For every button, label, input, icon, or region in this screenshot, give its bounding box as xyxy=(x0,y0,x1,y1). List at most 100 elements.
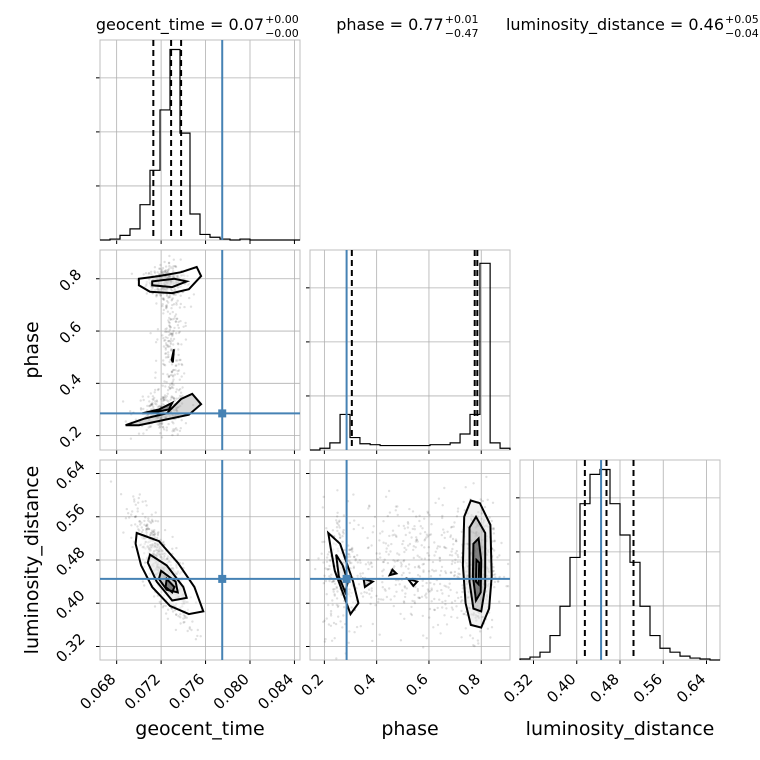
sample-point xyxy=(130,272,134,275)
sample-point xyxy=(137,501,140,504)
sample-point xyxy=(438,545,442,548)
y-tick-label: 0.64 xyxy=(52,457,88,493)
sample-point xyxy=(147,527,151,531)
sample-point xyxy=(460,636,463,639)
sample-point xyxy=(450,601,454,604)
sample-point xyxy=(147,272,150,275)
sample-point xyxy=(159,567,162,570)
sample-point xyxy=(410,536,413,539)
sample-point xyxy=(370,544,373,547)
sample-point xyxy=(450,525,454,529)
contour-line xyxy=(468,514,487,613)
sample-point xyxy=(156,288,159,291)
sample-point xyxy=(330,573,333,576)
sample-point xyxy=(368,592,371,596)
sample-point xyxy=(169,275,172,278)
sample-point xyxy=(158,423,161,427)
sample-point xyxy=(339,566,342,570)
sample-point xyxy=(154,359,158,362)
sample-point xyxy=(391,534,394,537)
sample-point xyxy=(124,517,128,520)
sample-point xyxy=(427,590,430,593)
sample-point xyxy=(479,498,482,501)
sample-point xyxy=(342,514,346,517)
sample-point xyxy=(158,545,161,548)
sample-point xyxy=(336,529,339,533)
sample-point xyxy=(171,535,174,539)
sample-point xyxy=(171,547,174,550)
sample-point xyxy=(152,398,155,401)
sample-point xyxy=(153,271,157,274)
sample-point xyxy=(402,600,406,603)
sample-point xyxy=(457,567,461,570)
sample-point xyxy=(171,374,174,377)
sample-point xyxy=(183,274,186,277)
sample-point xyxy=(333,594,336,597)
sample-point xyxy=(486,574,489,578)
sample-point xyxy=(150,288,154,291)
sample-point xyxy=(153,553,156,556)
sample-point xyxy=(392,559,395,562)
sample-point xyxy=(438,574,442,577)
sample-point xyxy=(166,561,169,564)
sample-point xyxy=(154,573,157,576)
sample-point xyxy=(352,527,355,531)
sample-point xyxy=(413,566,417,569)
sample-point xyxy=(153,270,156,273)
sample-point xyxy=(424,594,427,597)
sample-point xyxy=(183,601,186,604)
sample-point xyxy=(416,554,419,557)
sample-point xyxy=(166,271,169,274)
sample-point xyxy=(156,543,159,546)
sample-point xyxy=(152,407,155,410)
sample-point xyxy=(165,327,168,330)
sample-point xyxy=(173,275,176,279)
sample-point xyxy=(145,282,148,286)
sample-point xyxy=(465,574,468,577)
sample-point xyxy=(164,336,167,339)
sample-point xyxy=(400,565,403,568)
sample-point xyxy=(158,556,161,559)
sample-point xyxy=(176,275,179,279)
x-tick-label: 0.64 xyxy=(673,670,709,706)
sample-point xyxy=(472,613,475,617)
sample-point xyxy=(172,293,175,296)
sample-point xyxy=(156,388,160,392)
sample-point xyxy=(173,274,176,277)
sample-point xyxy=(333,637,336,640)
sample-point xyxy=(341,540,344,543)
sample-point xyxy=(172,329,175,333)
sample-point xyxy=(169,593,173,596)
sample-point xyxy=(155,546,159,549)
sample-point xyxy=(192,293,196,296)
contour-line xyxy=(474,557,481,587)
sample-point xyxy=(171,382,174,386)
sample-point xyxy=(325,527,328,530)
sample-point xyxy=(183,599,186,602)
sample-point xyxy=(470,584,474,587)
sample-point xyxy=(482,519,486,522)
sample-point xyxy=(357,523,360,527)
sample-point xyxy=(348,588,351,591)
sample-point xyxy=(165,395,168,398)
sample-point xyxy=(425,637,428,640)
sample-point xyxy=(151,286,154,290)
sample-point xyxy=(475,543,479,546)
panel-2d-luminosity_distance-vs-phase xyxy=(306,459,511,664)
sample-point xyxy=(179,391,183,394)
sample-point xyxy=(156,572,159,575)
axes-frame xyxy=(99,249,301,451)
sample-point xyxy=(161,400,164,403)
sample-point xyxy=(160,590,163,594)
sample-point xyxy=(141,546,144,549)
sample-point xyxy=(175,364,178,367)
sample-point xyxy=(156,338,159,341)
sample-point xyxy=(161,372,165,376)
y-tick-label: 0.2 xyxy=(56,422,86,452)
y-tick-label: 0.6 xyxy=(56,318,86,348)
sample-point xyxy=(388,511,392,514)
sample-point xyxy=(180,375,183,378)
sample-point xyxy=(448,553,452,557)
sample-point xyxy=(125,507,128,511)
sample-point xyxy=(164,352,167,355)
